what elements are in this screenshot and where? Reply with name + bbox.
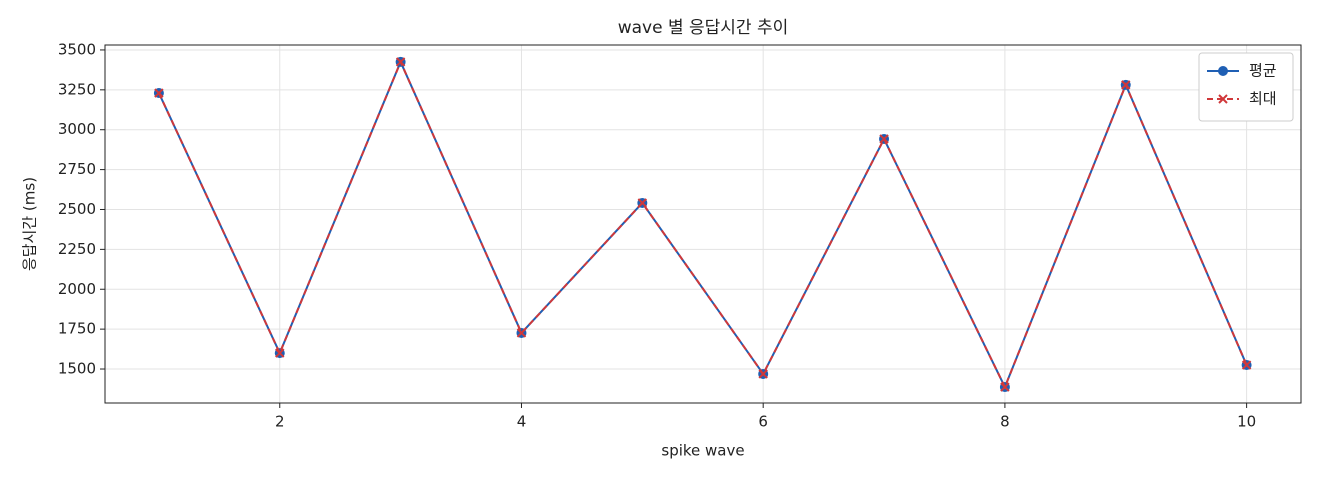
x-tick-label: 2 <box>275 413 285 431</box>
x-tick-label: 10 <box>1237 413 1256 431</box>
data-point <box>637 198 648 208</box>
y-tick-label: 2500 <box>58 200 96 218</box>
data-point <box>1241 360 1252 370</box>
x-tick-label: 8 <box>1000 413 1010 431</box>
y-tick-label: 1750 <box>58 320 96 338</box>
data-point <box>395 57 406 67</box>
legend-marker <box>1218 94 1228 104</box>
y-tick-label: 2250 <box>58 240 96 258</box>
data-point <box>516 328 527 338</box>
y-tick-label: 2750 <box>58 160 96 178</box>
data-point <box>275 348 285 358</box>
data-point <box>879 134 889 144</box>
series-line <box>157 59 1248 390</box>
x-tick-label: 6 <box>758 413 768 431</box>
y-tick-label: 3000 <box>58 120 96 138</box>
y-axis-label: 응답시간 (ms) <box>21 177 39 271</box>
legend-label: 평균 <box>1249 62 1277 80</box>
series-line <box>157 59 1248 390</box>
y-tick-label: 3500 <box>58 40 96 58</box>
y-tick-label: 3250 <box>58 80 96 98</box>
y-tick-label: 1500 <box>58 360 96 378</box>
data-point <box>758 369 768 379</box>
x-axis-label: spike wave <box>661 442 744 460</box>
legend-marker <box>1218 66 1228 76</box>
legend-label: 최대 <box>1249 90 1277 108</box>
data-point <box>1000 382 1010 392</box>
legend-box <box>1198 52 1294 122</box>
x-tick-label: 4 <box>517 413 527 431</box>
data-point <box>154 88 164 98</box>
chart-title: wave 별 응답시간 추이 <box>618 18 789 38</box>
plot-frame <box>104 44 1302 404</box>
y-tick-label: 2000 <box>58 280 96 298</box>
data-point <box>1121 80 1131 90</box>
